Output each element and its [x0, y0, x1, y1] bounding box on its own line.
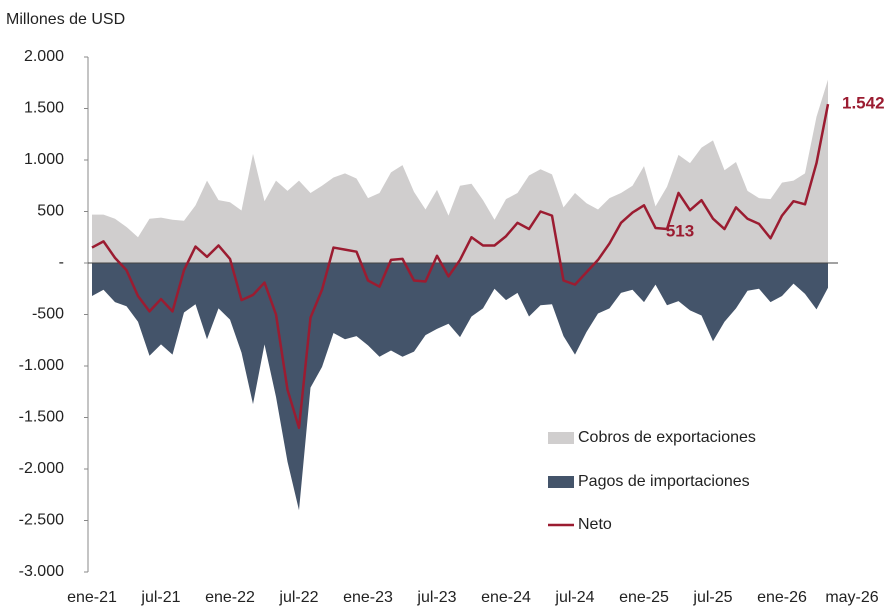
- y-tick-label: -2.000: [19, 460, 64, 477]
- x-tick-label: jul-22: [278, 589, 318, 606]
- legend-label: Pagos de importaciones: [578, 473, 750, 490]
- y-tick-label: 1.000: [24, 151, 64, 168]
- area: [92, 79, 828, 263]
- x-tick-label: ene-26: [757, 589, 807, 606]
- x-tick-label: ene-21: [67, 589, 117, 606]
- line: [91, 103, 830, 430]
- legend-swatch: [548, 476, 574, 488]
- y-tick-label: -: [59, 254, 64, 271]
- x-tick-label: ene-23: [343, 589, 393, 606]
- y-tick-label: -3.000: [19, 563, 64, 580]
- x-tick-label: jul-21: [140, 589, 180, 606]
- y-tick-label: -500: [32, 306, 64, 323]
- legend-label: Neto: [578, 516, 612, 533]
- x-tick-label: ene-24: [481, 589, 531, 606]
- x-tick-label: jul-23: [416, 589, 456, 606]
- area: [92, 263, 828, 511]
- x-tick-label: jul-24: [554, 589, 594, 606]
- legend-swatch: [548, 432, 574, 444]
- y-tick-label: 2.000: [24, 48, 64, 65]
- x-tick-label: ene-22: [205, 589, 255, 606]
- legend-label: Cobros de exportaciones: [578, 429, 756, 446]
- x-tick-label: ene-25: [619, 589, 669, 606]
- y-tick-label: -1.500: [19, 409, 64, 426]
- y-axis-title: Millones de USD: [6, 11, 125, 28]
- y-tick-label: 500: [37, 203, 64, 220]
- data-label: 1.542: [842, 94, 885, 113]
- y-tick-label: -2.500: [19, 512, 64, 529]
- x-tick-label: jul-25: [692, 589, 732, 606]
- x-tick-label: may-26: [825, 589, 878, 606]
- data-label: 513: [666, 222, 694, 241]
- y-tick-label: 1.500: [24, 100, 64, 117]
- y-tick-label: -1.000: [19, 357, 64, 374]
